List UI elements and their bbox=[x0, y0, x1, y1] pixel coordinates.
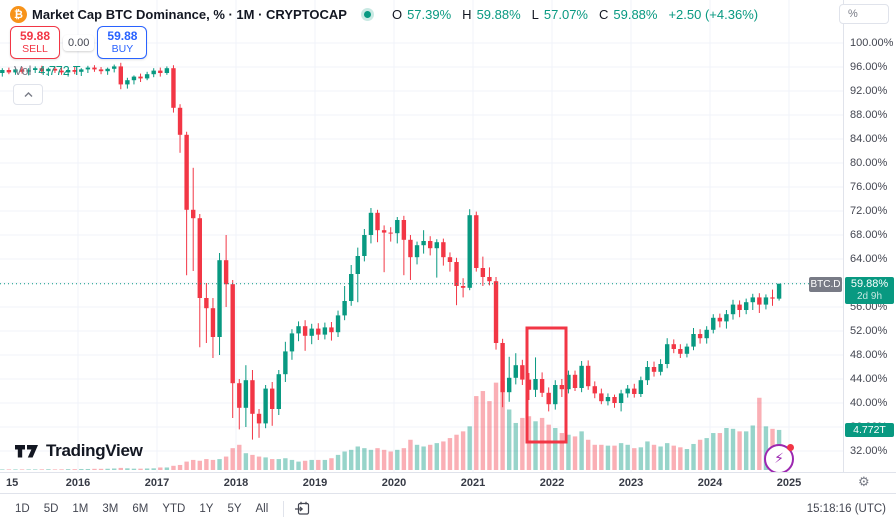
gear-icon[interactable]: ⚙ bbox=[858, 475, 870, 490]
buy-price: 59.88 bbox=[107, 28, 138, 43]
buy-label: BUY bbox=[111, 43, 134, 56]
time-tick: 2019 bbox=[302, 477, 328, 489]
price-tick: 68.00% bbox=[850, 229, 888, 241]
instant-order-button[interactable]: ⚡ bbox=[764, 444, 794, 474]
time-tick: 15 bbox=[6, 477, 19, 489]
time-tick: 2023 bbox=[618, 477, 644, 489]
range-button-all[interactable]: All bbox=[255, 502, 269, 515]
symbol-flag-label[interactable]: BTC.D bbox=[809, 276, 842, 292]
range-button-5d[interactable]: 5D bbox=[43, 502, 59, 515]
session-clock[interactable]: 15:18:16 (UTC) bbox=[806, 502, 886, 515]
range-button-1d[interactable]: 1D bbox=[15, 502, 30, 515]
range-button-6m[interactable]: 6M bbox=[132, 502, 149, 515]
price-tick: 56.00% bbox=[850, 301, 888, 313]
trade-panel: 59.88 SELL 0.00 59.88 BUY bbox=[10, 26, 148, 59]
price-tick: 44.00% bbox=[850, 373, 888, 385]
go-to-date-icon bbox=[295, 501, 310, 515]
chevron-up-icon bbox=[24, 91, 32, 97]
buy-button[interactable]: 59.88 BUY bbox=[97, 26, 148, 59]
price-tick: 72.00% bbox=[850, 205, 888, 217]
time-scale[interactable]: 15 2016 2017 2018 2019 2020 2021 2022 2023 2024 20… bbox=[0, 472, 896, 494]
go-to-date-button[interactable] bbox=[292, 498, 313, 519]
range-buttons: 1D 5D 1M 3M 6M YTD 1Y 5Y All bbox=[8, 500, 275, 518]
toolbar-divider bbox=[283, 500, 285, 517]
time-tick: 2016 bbox=[65, 477, 91, 489]
price-tick: 32.00% bbox=[850, 445, 888, 457]
volume-axis-label: 4.772T bbox=[845, 422, 894, 437]
sell-price: 59.88 bbox=[19, 28, 51, 43]
sell-button[interactable]: 59.88 SELL bbox=[10, 26, 60, 59]
price-tick: 64.00% bbox=[850, 253, 888, 265]
bar-countdown: 2d 9h bbox=[856, 290, 883, 302]
price-tick: 96.00% bbox=[850, 61, 888, 73]
price-tick: 76.00% bbox=[850, 181, 888, 193]
range-button-1y[interactable]: 1Y bbox=[199, 502, 214, 515]
current-price-value: 59.88% bbox=[850, 278, 889, 291]
price-tick: 52.00% bbox=[850, 325, 888, 337]
price-tick: 84.00% bbox=[850, 133, 888, 145]
price-tick: 48.00% bbox=[850, 349, 888, 361]
bottom-toolbar: 1D 5D 1M 3M 6M YTD 1Y 5Y All 15:18:16 (UTC) bbox=[0, 493, 896, 522]
collapse-legend-button[interactable] bbox=[13, 84, 43, 105]
price-tick: 80.00% bbox=[850, 157, 888, 169]
time-tick: 2022 bbox=[539, 477, 565, 489]
price-tick: 92.00% bbox=[850, 85, 888, 97]
price-scale[interactable]: % 100.00% 96.00% 92.00% 88.00% 84.00% 80.00% 7… bbox=[839, 0, 896, 493]
time-tick: 2024 bbox=[697, 477, 723, 489]
sell-label: SELL bbox=[22, 43, 48, 56]
range-button-1m[interactable]: 1M bbox=[72, 502, 89, 515]
time-tick: 2020 bbox=[381, 477, 407, 489]
price-tick: 40.00% bbox=[850, 397, 888, 409]
time-tick: 2017 bbox=[144, 477, 170, 489]
tradingview-logo-text: TradingView bbox=[46, 441, 143, 460]
time-tick: 2018 bbox=[223, 477, 249, 489]
tradingview-mark-icon bbox=[15, 445, 38, 458]
price-scale-unit-button[interactable]: % bbox=[839, 4, 889, 24]
range-button-5y[interactable]: 5Y bbox=[227, 502, 242, 515]
notification-dot bbox=[787, 444, 794, 451]
time-tick: 2025 bbox=[776, 477, 802, 489]
tradingview-logo[interactable]: TradingView bbox=[14, 441, 143, 461]
price-tick: 88.00% bbox=[850, 109, 888, 121]
current-price-label: 59.88% 2d 9h bbox=[845, 276, 894, 304]
price-tick: 100.00% bbox=[850, 37, 894, 49]
chart-canvas[interactable] bbox=[0, 0, 843, 472]
range-button-3m[interactable]: 3M bbox=[102, 502, 119, 515]
range-button-ytd[interactable]: YTD bbox=[162, 502, 186, 515]
lightning-icon: ⚡ bbox=[774, 451, 784, 467]
spread-value: 0.00 bbox=[63, 34, 95, 51]
time-tick: 2021 bbox=[460, 477, 486, 489]
